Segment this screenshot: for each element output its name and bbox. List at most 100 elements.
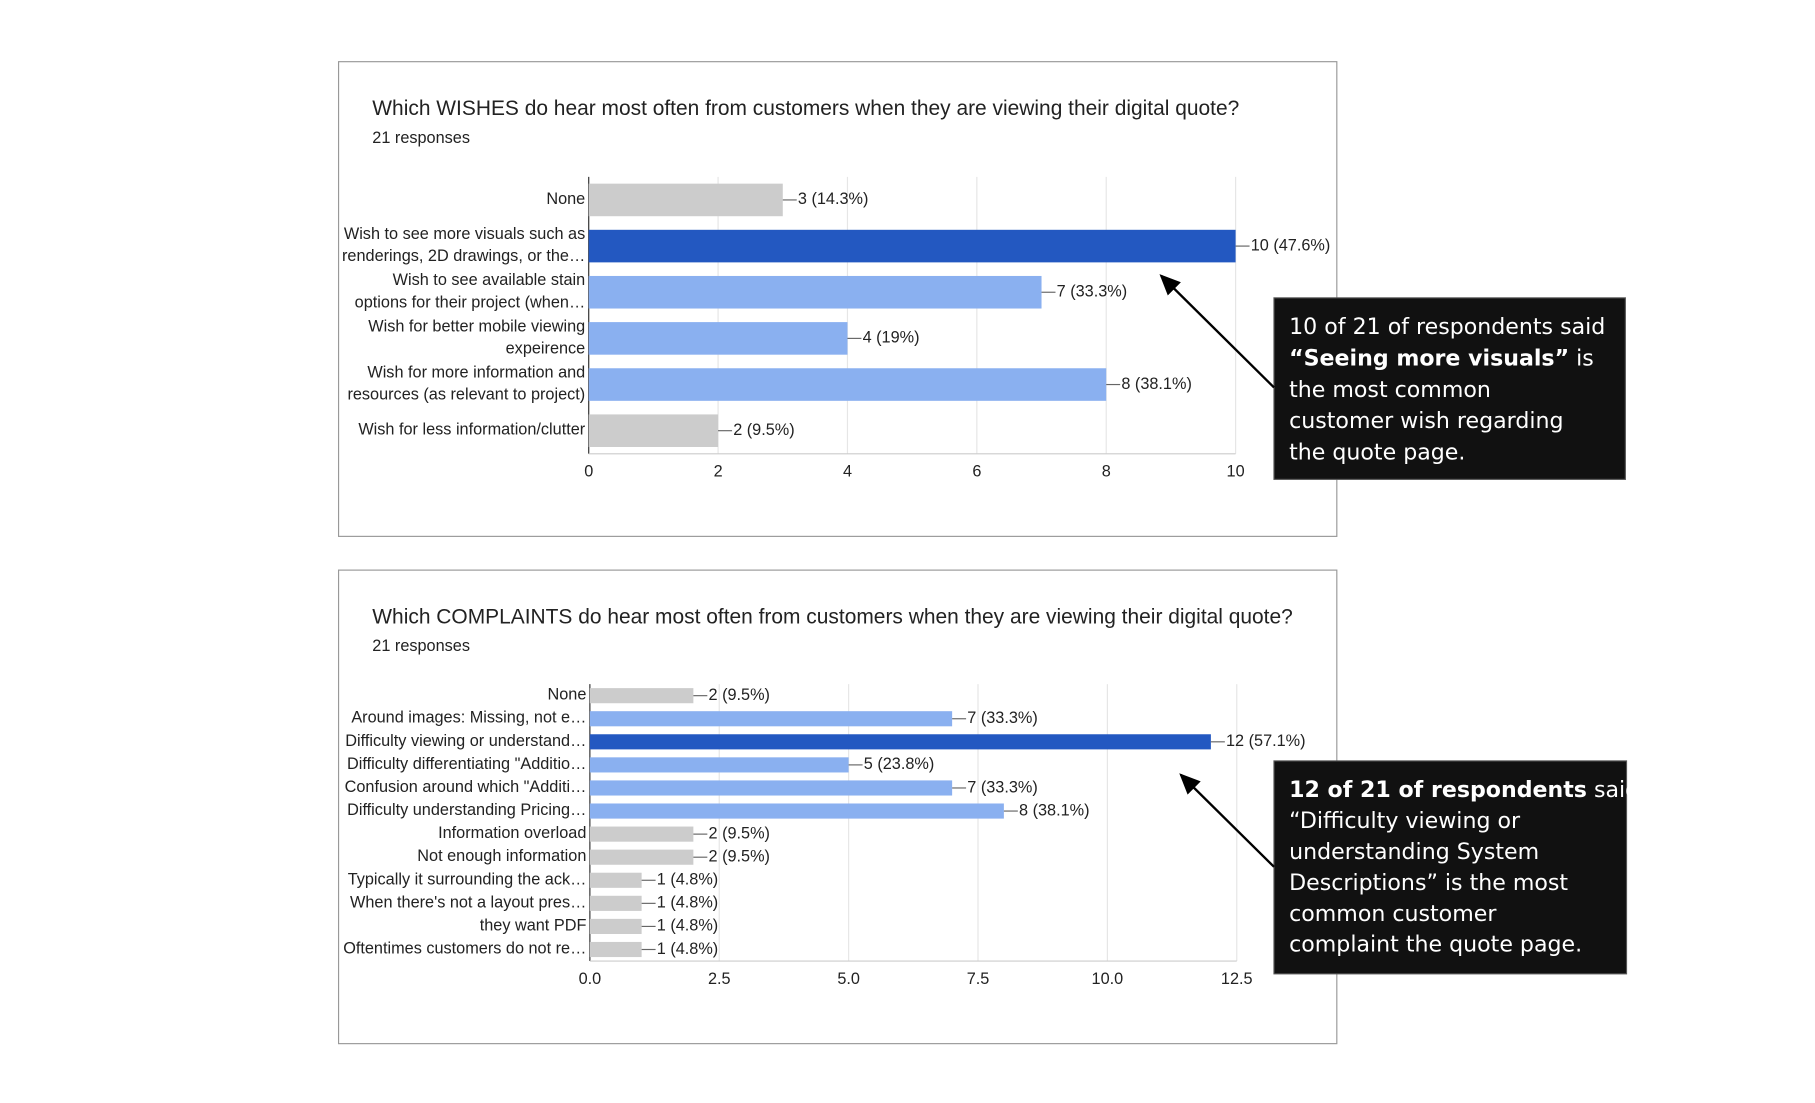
bar (588, 368, 1107, 401)
callout-box (1273, 297, 1626, 480)
callout-text: complaint the quote page. (1289, 931, 1582, 957)
category-label-line: they want PDF (480, 917, 587, 935)
category-label-line: Typically it surrounding the ack… (348, 871, 587, 889)
callout-line: the quote page. (1289, 439, 1465, 465)
value-label: 7 (33.3%) (967, 778, 1038, 796)
category-label-line: options for their project (when… (355, 294, 586, 312)
x-tick-label: 10.0 (1092, 970, 1124, 988)
callout-text: said (1587, 777, 1639, 803)
callout-line: common customer (1289, 900, 1497, 926)
x-tick-label: 0 (584, 463, 593, 481)
bar (589, 895, 642, 911)
category-label: Difficulty differentiating "Additio… (347, 755, 586, 773)
bar (589, 780, 953, 796)
callout-text: 10 of 21 of respondents said (1289, 313, 1605, 339)
category-label-line: Not enough information (417, 847, 586, 865)
category-label: Not enough information (417, 847, 586, 865)
value-label: 1 (4.8%) (657, 940, 718, 958)
category-label: Oftentimes customers do not re… (343, 940, 586, 958)
value-label: 2 (9.5%) (709, 847, 770, 865)
bar (588, 414, 719, 447)
x-tick-label: 2.5 (708, 970, 731, 988)
x-tick-label: 8 (1102, 463, 1111, 481)
x-tick-label: 12.5 (1221, 970, 1253, 988)
callout-text: is (1569, 345, 1594, 371)
bar (589, 918, 642, 934)
category-label-line: renderings, 2D drawings, or the… (342, 247, 585, 265)
value-label: 8 (38.1%) (1121, 375, 1192, 393)
value-label: 10 (47.6%) (1251, 236, 1331, 254)
category-label: they want PDF (480, 917, 587, 935)
category-label-line: Around images: Missing, not e… (351, 709, 586, 727)
callout-line: 10 of 21 of respondents said (1289, 313, 1605, 339)
category-label: Information overload (438, 824, 586, 842)
arrow (1179, 773, 1275, 868)
callout-line: “Difficulty viewing or (1289, 807, 1521, 833)
category-label-line: Wish for more information and (367, 364, 585, 382)
bar (588, 322, 848, 355)
callout-line: customer wish regarding (1289, 408, 1563, 434)
x-tick-label: 4 (843, 463, 852, 481)
chart-subtitle: 21 responses (372, 129, 470, 147)
category-label-line: None (547, 686, 586, 704)
category-label-line: Difficulty viewing or understand… (345, 732, 586, 750)
category-label: Wish for less information/clutter (358, 421, 585, 439)
value-label: 1 (4.8%) (657, 917, 718, 935)
value-label: 8 (38.1%) (1019, 801, 1090, 819)
callout-text: “Difficulty viewing or (1289, 807, 1521, 833)
category-label: Wish for more information and resources (… (347, 364, 585, 404)
category-label-line: Oftentimes customers do not re… (343, 940, 586, 958)
callout-text: the quote page. (1289, 439, 1465, 465)
callout-text: customer wish regarding (1289, 408, 1563, 434)
value-label: 3 (14.3%) (798, 190, 869, 208)
category-label-line: Difficulty differentiating "Additio… (347, 755, 586, 773)
bar (589, 941, 642, 958)
value-label: 5 (23.8%) (864, 755, 935, 773)
x-tick-label: 0.0 (579, 970, 602, 988)
bar (589, 757, 849, 773)
callout-line: the most common (1289, 376, 1491, 402)
value-label: 7 (33.3%) (967, 709, 1038, 727)
bar (589, 826, 694, 842)
value-label: 1 (4.8%) (657, 894, 718, 912)
chart-title: Which WISHES do hear most often from cus… (372, 97, 1239, 120)
callout-line: 12 of 21 of respondents said (1289, 777, 1639, 803)
value-label: 7 (33.3%) (1057, 283, 1128, 301)
category-label-line: Confusion around which "Additi… (345, 778, 587, 796)
callout-text: Descriptions” is the most (1289, 869, 1568, 895)
value-label: 2 (9.5%) (709, 686, 770, 704)
category-label-line: Wish for better mobile viewing (368, 318, 585, 336)
category-label: None (546, 190, 585, 208)
callout-text: common customer (1289, 900, 1497, 926)
bar (589, 849, 694, 865)
callout-line: complaint the quote page. (1289, 931, 1582, 957)
category-label-line: Wish for less information/clutter (358, 421, 585, 439)
bar (589, 734, 1211, 750)
x-tick-label: 2 (714, 463, 723, 481)
x-tick-label: 10 (1227, 463, 1245, 481)
bar (589, 872, 642, 888)
bar (588, 183, 783, 217)
callout-line: “Seeing more visuals” is (1289, 345, 1594, 371)
category-label: Wish to see available stain options for t… (355, 271, 586, 311)
category-label: Difficulty viewing or understand… (345, 732, 586, 750)
callout-text: understanding System (1289, 838, 1539, 864)
chart-subtitle: 21 responses (372, 637, 470, 655)
callout-text: 12 of 21 of respondents (1289, 777, 1587, 803)
category-label-line: Wish to see available stain (393, 271, 586, 289)
category-label: Difficulty understanding Pricing… (347, 801, 586, 819)
category-label-line: Difficulty understanding Pricing… (347, 801, 586, 819)
category-label: Wish to see more visuals such as renderin… (342, 225, 585, 265)
category-label-line: When there's not a layout pres… (350, 894, 586, 912)
x-tick-label: 5.0 (837, 970, 860, 988)
callout-line: Descriptions” is the most (1289, 869, 1568, 895)
value-label: 4 (19%) (863, 329, 920, 347)
arrow (1159, 274, 1275, 389)
category-label-line: resources (as relevant to project) (347, 386, 585, 404)
callout-text: the most common (1289, 376, 1491, 402)
category-label: Confusion around which "Additi… (345, 778, 587, 796)
category-label: Typically it surrounding the ack… (348, 871, 587, 889)
category-label-line: Information overload (438, 824, 586, 842)
bar (589, 803, 1004, 819)
